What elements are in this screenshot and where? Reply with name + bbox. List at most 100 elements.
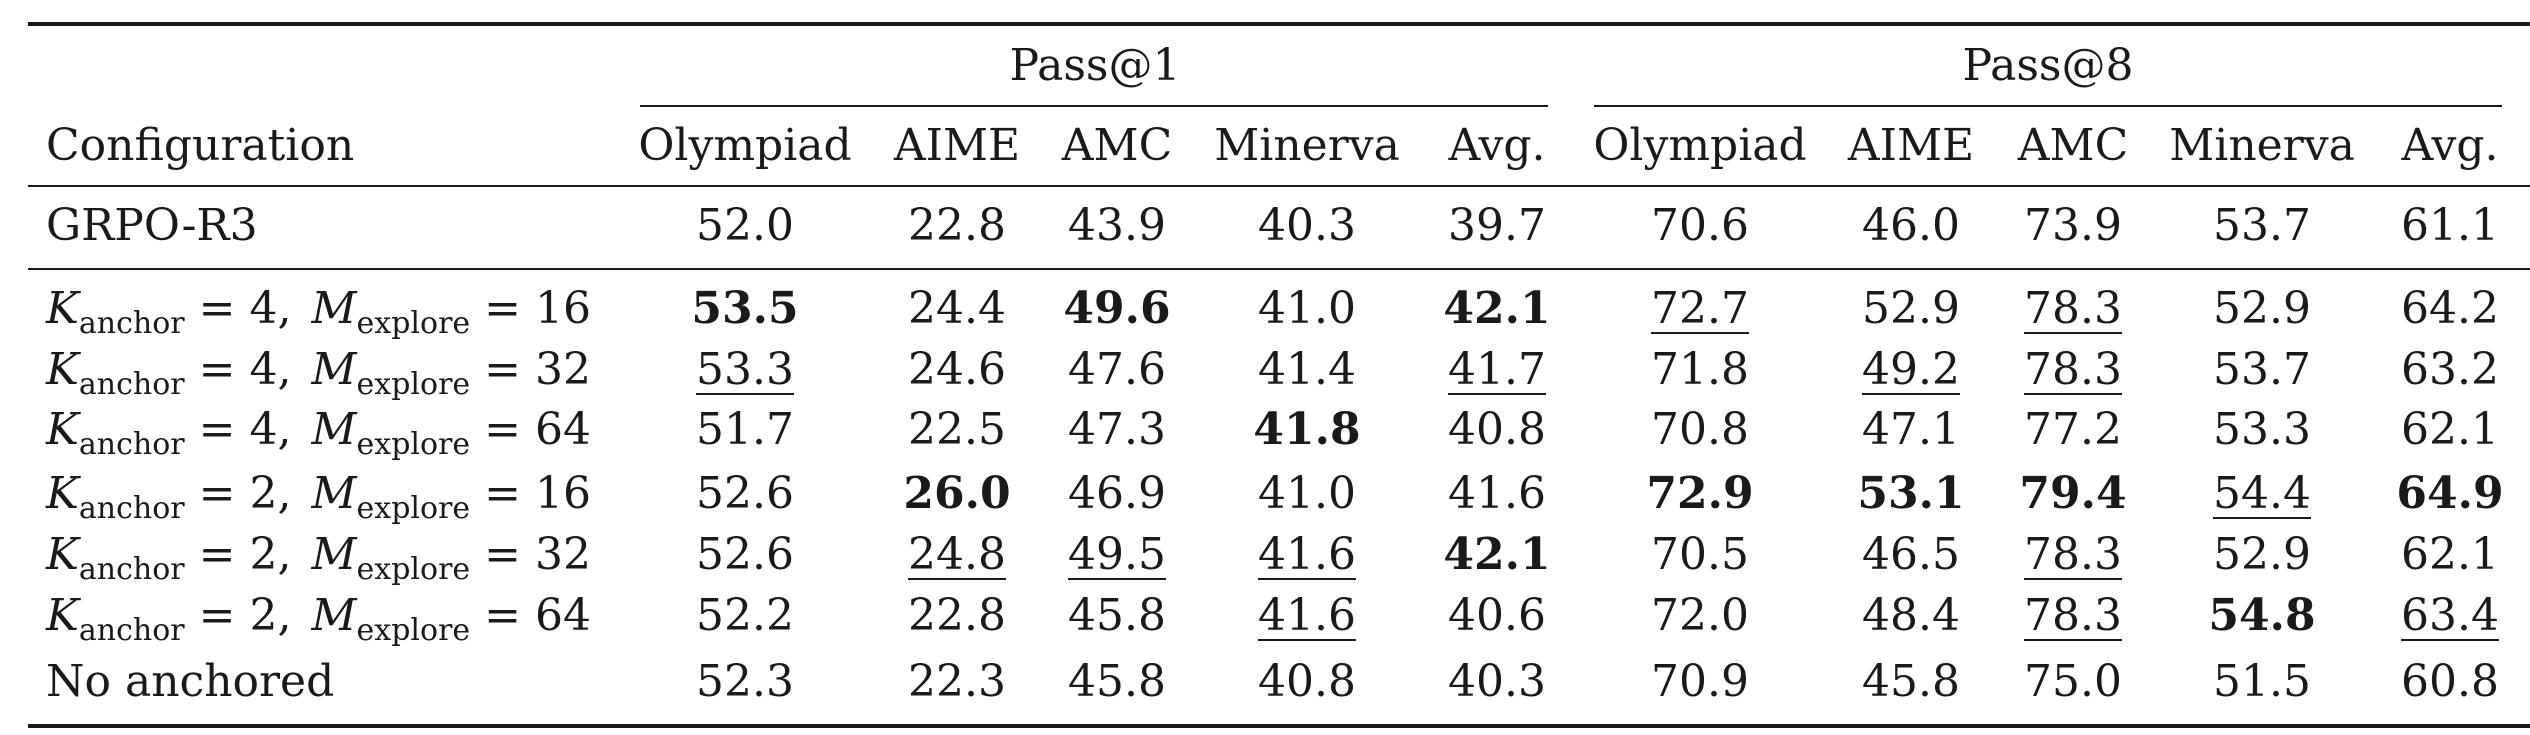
table-cell: 53.7: [2213, 200, 2311, 251]
table-cell: 79.4: [2019, 468, 2127, 519]
table-cell: 41.0: [1258, 283, 1356, 334]
table-cell: 70.5: [1651, 529, 1749, 580]
table-cell: 63.4: [2401, 590, 2499, 641]
table-cell: 41.6: [1448, 468, 1546, 519]
group-header-pass8: Pass@8: [1962, 40, 2134, 91]
column-header: AMC: [2017, 120, 2129, 171]
table-cell: 24.6: [908, 344, 1006, 395]
table-cell: 70.8: [1651, 404, 1749, 455]
table-cell: 41.0: [1258, 468, 1356, 519]
table-cell: 75.0: [2024, 656, 2122, 707]
table-cell: 51.7: [696, 404, 794, 455]
table-cell: 78.3: [2024, 590, 2122, 641]
table-cell: 45.8: [1862, 656, 1960, 707]
row-config-label: GRPO-R3: [46, 200, 258, 251]
column-header: Olympiad: [1593, 120, 1807, 171]
table-cell: 53.1: [1857, 468, 1965, 519]
table-cell: 22.8: [908, 200, 1006, 251]
table-cell: 53.3: [696, 344, 794, 395]
table-cell: 52.2: [696, 590, 794, 641]
group-header-pass1: Pass@1: [1009, 40, 1181, 91]
table-cell: 78.3: [2024, 283, 2122, 334]
table-cell: 46.0: [1862, 200, 1960, 251]
table-cell: 41.7: [1448, 344, 1546, 395]
table-cell: 41.8: [1253, 404, 1361, 455]
table-cell: 42.1: [1443, 283, 1551, 334]
column-header: Minerva: [1214, 120, 1400, 171]
table-cell: 42.1: [1443, 529, 1551, 580]
table-cell: 73.9: [2024, 200, 2122, 251]
table-cell: 46.9: [1068, 468, 1166, 519]
table-cell: 62.1: [2401, 404, 2499, 455]
row-config-label: No anchored: [46, 656, 335, 707]
table-cell: 70.6: [1651, 200, 1749, 251]
table-cell: 62.1: [2401, 529, 2499, 580]
table-cell: 53.5: [691, 283, 799, 334]
table-cell: 22.3: [908, 656, 1006, 707]
table-cell: 52.9: [1862, 283, 1960, 334]
table-cell: 60.8: [2401, 656, 2499, 707]
column-header: Avg.: [1448, 120, 1546, 171]
table-cell: 72.7: [1651, 283, 1749, 334]
table-cell: 40.8: [1258, 656, 1356, 707]
table-cell: 52.9: [2213, 529, 2311, 580]
column-header-configuration: Configuration: [46, 120, 355, 171]
table-cell: 48.4: [1862, 590, 1960, 641]
bottom-rule: [28, 724, 2530, 728]
row-config-label: Kanchor = 2, Mexplore = 64: [46, 590, 592, 648]
table-cell: 72.9: [1646, 468, 1754, 519]
table-cell: 22.8: [908, 590, 1006, 641]
table-cell: 64.2: [2401, 283, 2499, 334]
table-cell: 41.4: [1258, 344, 1356, 395]
pass8-group-rule: [1594, 105, 2502, 107]
table-cell: 41.6: [1258, 590, 1356, 641]
table-cell: 53.7: [2213, 344, 2311, 395]
table-cell: 52.3: [696, 656, 794, 707]
table-cell: 47.3: [1068, 404, 1166, 455]
table-cell: 78.3: [2024, 344, 2122, 395]
column-header: Minerva: [2169, 120, 2355, 171]
table-cell: 22.5: [908, 404, 1006, 455]
table-cell: 72.0: [1651, 590, 1749, 641]
table-cell: 43.9: [1068, 200, 1166, 251]
column-header: AIME: [1847, 120, 1975, 171]
top-rule: [28, 22, 2530, 26]
row-config-label: Kanchor = 4, Mexplore = 16: [46, 283, 592, 341]
table-cell: 52.6: [696, 468, 794, 519]
table-cell: 39.7: [1448, 200, 1546, 251]
table-cell: 40.8: [1448, 404, 1546, 455]
baseline-rule: [28, 268, 2530, 270]
table-cell: 77.2: [2024, 404, 2122, 455]
table-cell: 63.2: [2401, 344, 2499, 395]
table-cell: 46.5: [1862, 529, 1960, 580]
table-cell: 49.5: [1068, 529, 1166, 580]
table-cell: 45.8: [1068, 590, 1166, 641]
table-cell: 61.1: [2401, 200, 2499, 251]
table-cell: 47.6: [1068, 344, 1166, 395]
column-header: Olympiad: [638, 120, 852, 171]
table-cell: 52.6: [696, 529, 794, 580]
table-cell: 24.8: [908, 529, 1006, 580]
row-config-label: Kanchor = 2, Mexplore = 16: [46, 468, 592, 526]
table-cell: 24.4: [908, 283, 1006, 334]
table-cell: 78.3: [2024, 529, 2122, 580]
pass1-group-rule: [640, 105, 1548, 107]
row-config-label: Kanchor = 4, Mexplore = 32: [46, 344, 592, 402]
table-cell: 40.3: [1258, 200, 1356, 251]
table-cell: 49.2: [1862, 344, 1960, 395]
table-cell: 49.6: [1063, 283, 1171, 334]
table-cell: 47.1: [1862, 404, 1960, 455]
table-cell: 40.6: [1448, 590, 1546, 641]
table-cell: 54.4: [2213, 468, 2311, 519]
column-header: Avg.: [2401, 120, 2499, 171]
table-cell: 52.9: [2213, 283, 2311, 334]
table-cell: 54.8: [2208, 590, 2316, 641]
table-cell: 71.8: [1651, 344, 1749, 395]
table-cell: 26.0: [903, 468, 1011, 519]
table-cell: 53.3: [2213, 404, 2311, 455]
table-cell: 52.0: [696, 200, 794, 251]
table-cell: 64.9: [2396, 468, 2504, 519]
table-cell: 41.6: [1258, 529, 1356, 580]
table-cell: 70.9: [1651, 656, 1749, 707]
